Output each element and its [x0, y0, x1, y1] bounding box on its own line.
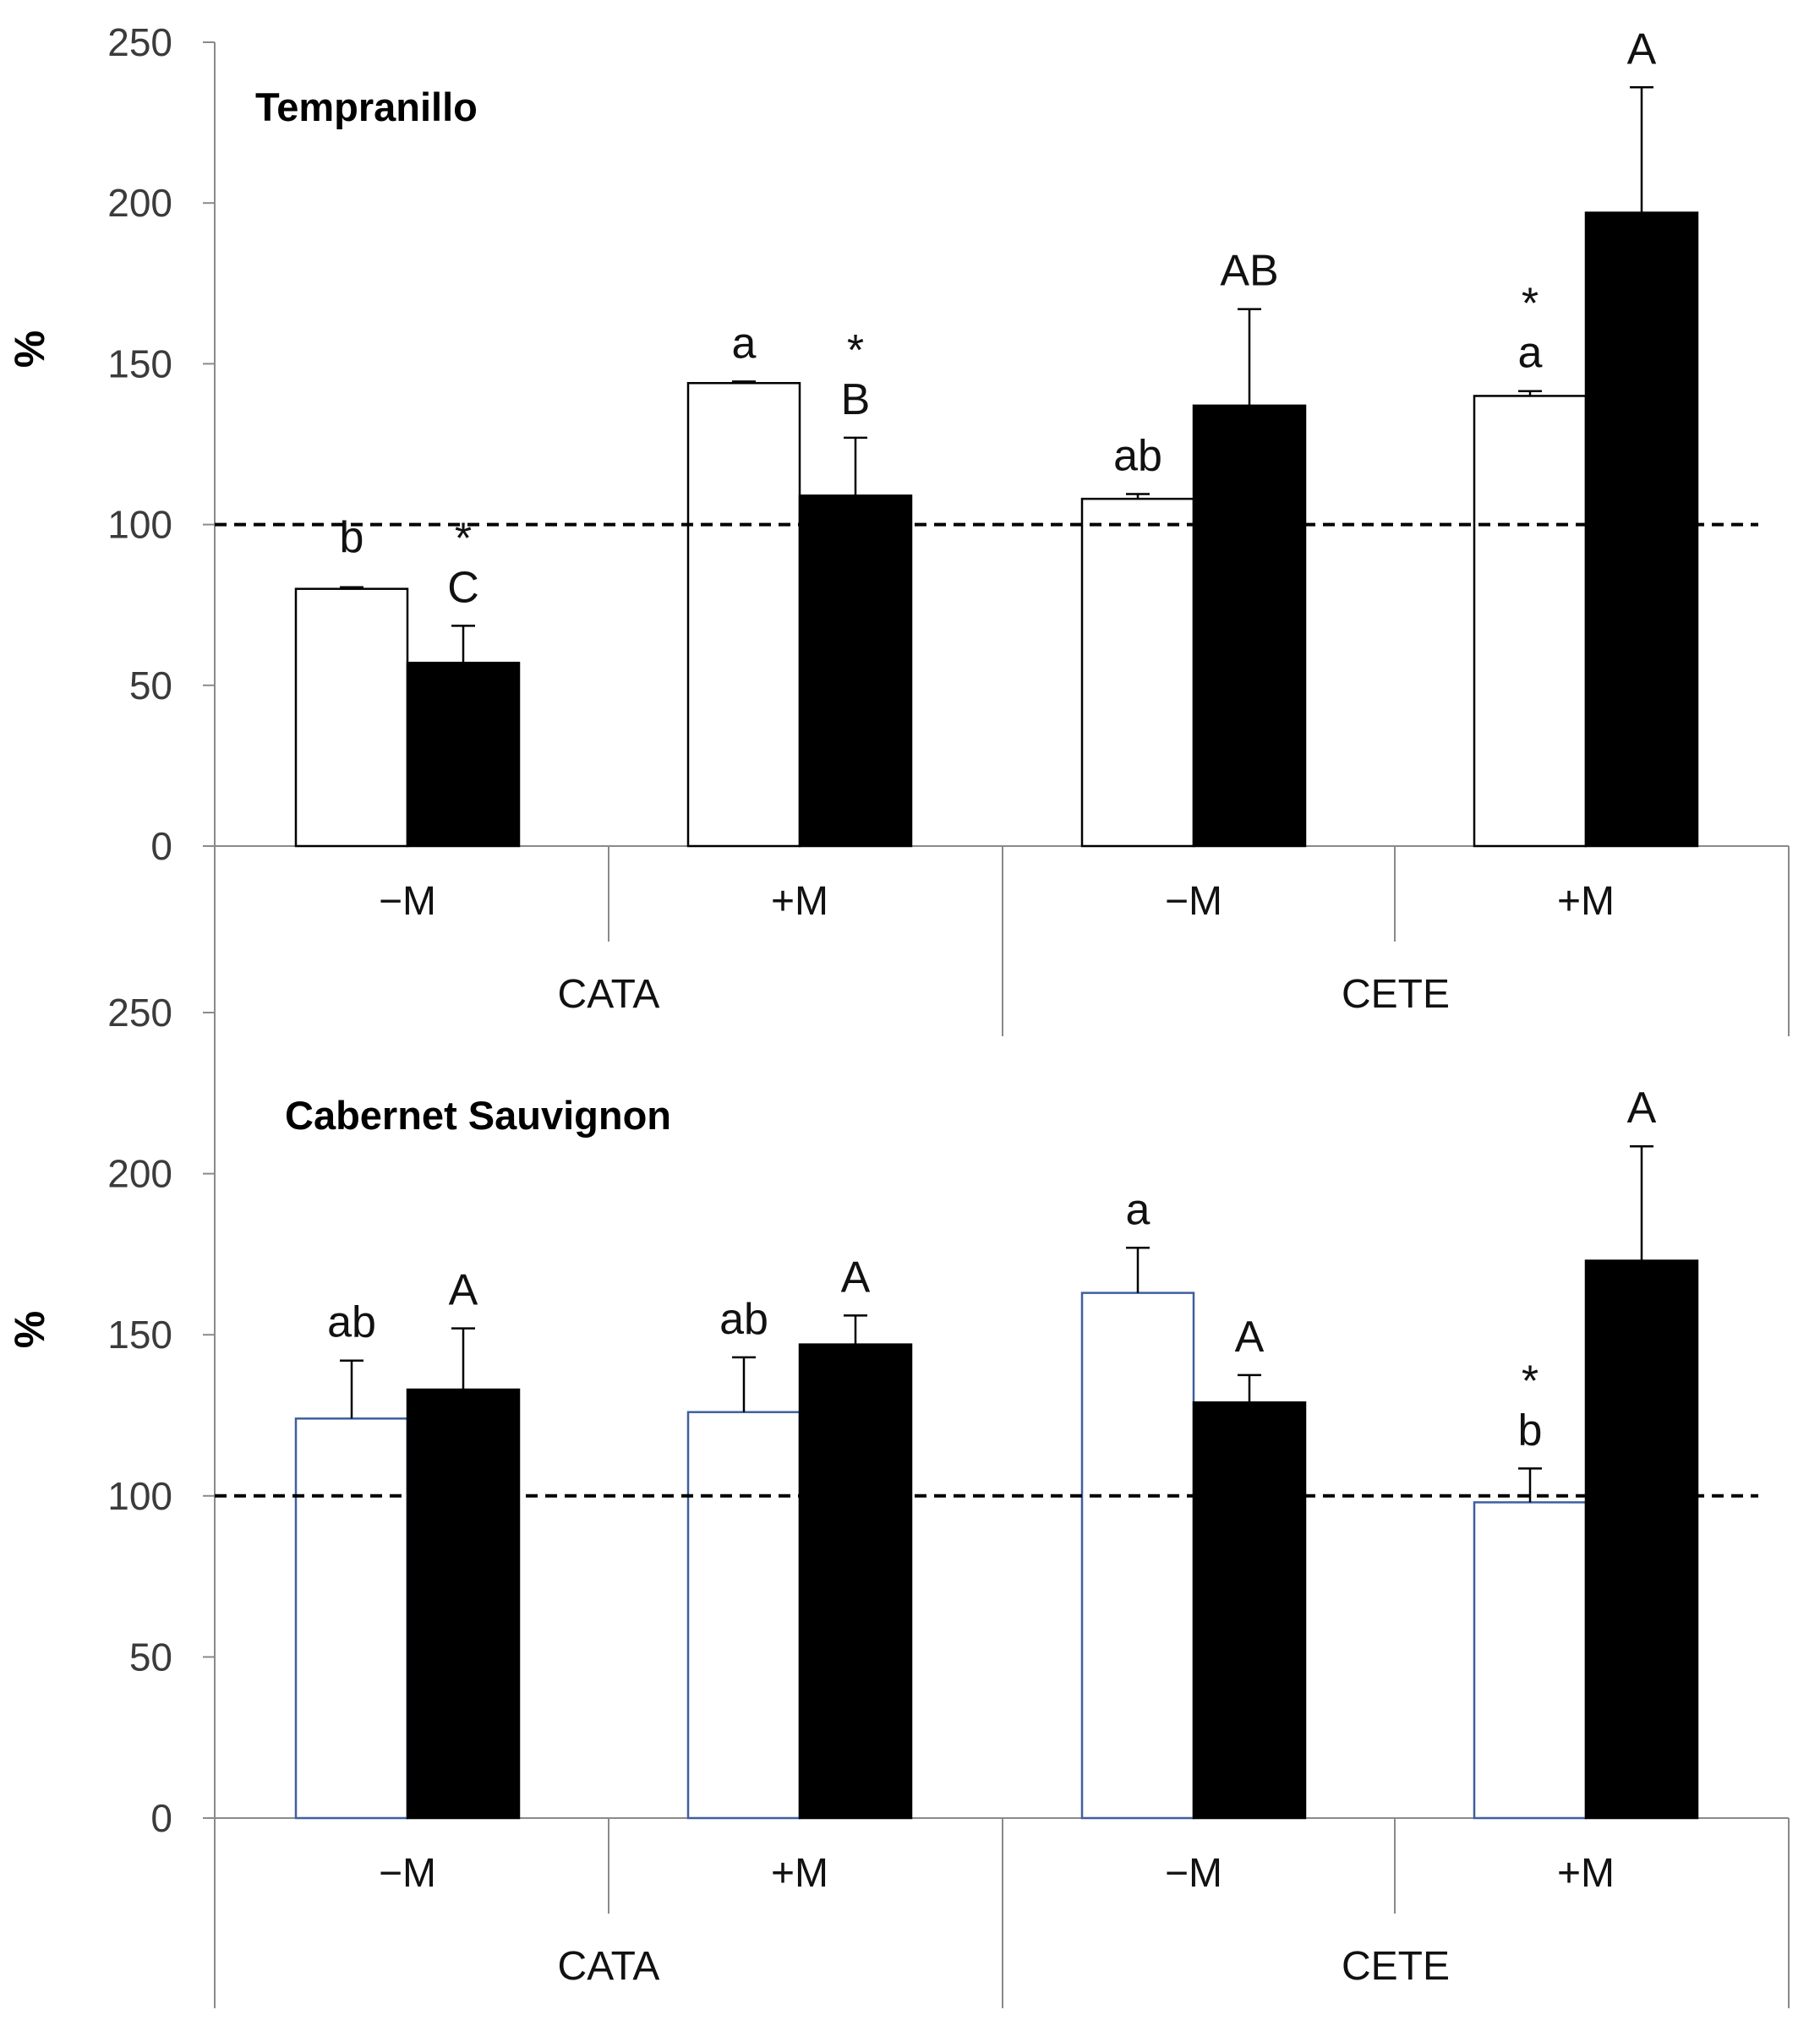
bar-white: [686, 1411, 801, 1820]
y-tick-label: 0: [150, 824, 172, 868]
significance-letter: a: [1518, 329, 1543, 378]
significance-letter: A: [1627, 25, 1657, 74]
x-category-label: −M: [379, 1851, 436, 1896]
significance-letter: ab: [1113, 431, 1162, 480]
significance-letter: C: [447, 563, 479, 612]
bar-white: [1080, 1292, 1195, 1820]
bar-white: [686, 381, 801, 848]
y-tick-label: 250: [107, 991, 172, 1035]
x-category-label: −M: [379, 879, 436, 924]
panel-title: Cabernet Sauvignon: [285, 1093, 671, 1138]
bar-black: [406, 1388, 521, 1820]
bar-black: [1584, 211, 1699, 848]
bar-black: [798, 494, 913, 848]
x-group-label: CETE: [1342, 972, 1450, 1017]
y-tick-label: 150: [107, 1313, 172, 1357]
significance-letter: A: [1627, 1084, 1657, 1133]
x-category-label: +M: [1557, 1851, 1615, 1896]
y-tick-label: 50: [129, 664, 172, 707]
y-tick-label: 150: [107, 341, 172, 385]
significance-letter: b: [1518, 1406, 1543, 1455]
significance-letter: A: [1235, 1313, 1265, 1362]
significance-letter: A: [841, 1253, 871, 1302]
significance-letter: AB: [1220, 247, 1278, 296]
bar-black: [1192, 1401, 1307, 1820]
y-tick-label: 100: [107, 503, 172, 547]
y-tick-label: 0: [150, 1796, 172, 1840]
bar-white: [1473, 395, 1588, 848]
significance-letter: A: [449, 1266, 478, 1315]
significance-star: *: [455, 514, 472, 563]
bar-black: [1584, 1259, 1699, 1820]
y-tick-label: 250: [107, 20, 172, 64]
significance-star: *: [1522, 280, 1539, 329]
significance-star: *: [847, 326, 864, 375]
bar-white: [294, 587, 409, 848]
bar-black: [1192, 404, 1307, 848]
x-category-label: +M: [771, 879, 828, 924]
significance-letter: B: [841, 375, 871, 424]
y-axis-title: %: [6, 330, 53, 368]
x-category-label: −M: [1165, 879, 1222, 924]
bar-white: [1473, 1501, 1588, 1820]
x-group-label: CATA: [558, 1944, 660, 1989]
significance-letter: a: [732, 319, 757, 368]
y-tick-label: 200: [107, 181, 172, 225]
y-tick-label: 200: [107, 1152, 172, 1196]
bar-white: [1080, 497, 1195, 848]
bar-white: [294, 1417, 409, 1820]
significance-letter: ab: [719, 1295, 768, 1344]
panel-title: Tempranillo: [255, 85, 478, 129]
y-axis-title: %: [6, 1311, 53, 1348]
x-category-label: +M: [1557, 879, 1615, 924]
x-category-label: +M: [771, 1851, 828, 1896]
bar-black: [798, 1343, 913, 1820]
y-tick-label: 50: [129, 1635, 172, 1679]
bar-black: [406, 661, 521, 848]
significance-letter: b: [340, 513, 364, 562]
significance-letter: a: [1126, 1185, 1150, 1234]
x-group-label: CATA: [558, 972, 660, 1017]
significance-letter: ab: [327, 1298, 376, 1347]
significance-star: *: [1522, 1357, 1539, 1406]
y-tick-label: 100: [107, 1474, 172, 1518]
x-category-label: −M: [1165, 1851, 1222, 1896]
x-group-label: CETE: [1342, 1944, 1450, 1989]
